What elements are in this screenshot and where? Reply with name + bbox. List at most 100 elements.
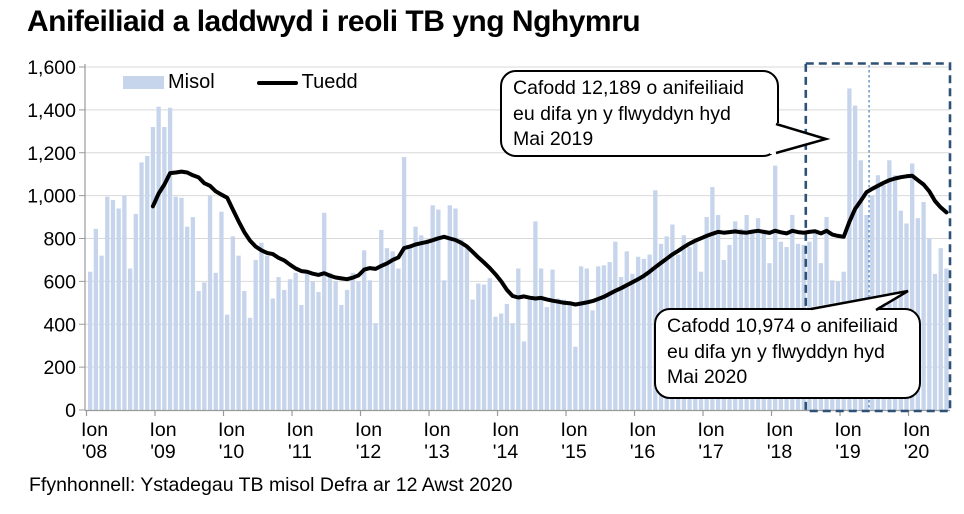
- bar: [299, 304, 304, 410]
- bar: [270, 298, 275, 410]
- bar: [333, 281, 338, 410]
- bar: [99, 255, 104, 410]
- x-axis-label: Ion '12: [355, 419, 382, 463]
- bar: [367, 280, 373, 410]
- bar: [190, 217, 196, 410]
- bar: [607, 262, 612, 410]
- y-axis-label: 1,400: [27, 100, 76, 122]
- bar: [219, 211, 224, 410]
- bar: [567, 301, 572, 410]
- bar: [339, 304, 344, 410]
- x-axis-label: Ion '17: [697, 419, 724, 463]
- bar: [858, 160, 863, 410]
- bar: [453, 208, 458, 410]
- bar: [373, 323, 378, 410]
- bar: [230, 236, 236, 410]
- bar: [110, 199, 116, 410]
- bar: [424, 239, 430, 410]
- bar: [93, 228, 99, 410]
- bar: [316, 292, 321, 410]
- bar: [384, 248, 390, 410]
- bar: [276, 277, 281, 410]
- bar: [852, 105, 858, 411]
- bar: [419, 235, 424, 410]
- y-axis-label: 400: [43, 314, 76, 336]
- bar: [556, 298, 561, 410]
- bar: [310, 281, 315, 410]
- bar: [122, 195, 127, 410]
- bar: [887, 160, 892, 410]
- bar: [350, 272, 355, 410]
- legend-line-swatch: [256, 80, 298, 85]
- callout-2019-tail: [770, 122, 831, 155]
- bar: [259, 242, 264, 410]
- bar: [544, 307, 549, 410]
- bar: [88, 271, 93, 410]
- bar: [179, 197, 184, 410]
- bar: [710, 187, 715, 410]
- bar: [362, 250, 367, 410]
- x-axis-label: Ion '08: [81, 419, 108, 463]
- bar: [344, 289, 350, 410]
- bar: [407, 244, 412, 410]
- bar: [447, 205, 452, 410]
- bar: [139, 162, 144, 410]
- bar: [921, 202, 926, 410]
- x-axis-label: Ion '11: [286, 419, 313, 463]
- chart-legend: Misol Tuedd: [123, 71, 400, 94]
- bar: [253, 259, 258, 410]
- bar: [561, 299, 567, 410]
- bar: [578, 266, 584, 410]
- x-axis-label: Ion '15: [560, 419, 587, 463]
- bar: [401, 157, 407, 410]
- bar: [202, 282, 207, 410]
- bar: [247, 317, 253, 410]
- bar: [464, 248, 470, 410]
- bar: [225, 314, 230, 410]
- bar: [282, 289, 287, 410]
- bar: [413, 226, 418, 410]
- bar: [105, 196, 110, 410]
- bar: [601, 265, 607, 410]
- bar: [647, 254, 652, 410]
- bar: [470, 299, 475, 410]
- bar: [573, 346, 578, 410]
- bar: [436, 209, 441, 410]
- bar: [145, 155, 150, 410]
- bar: [630, 273, 635, 410]
- bar: [504, 303, 510, 410]
- x-axis-label: Ion '14: [492, 419, 519, 463]
- bar: [493, 316, 498, 410]
- bar: [938, 248, 943, 410]
- bar: [932, 273, 938, 410]
- bar: [487, 278, 492, 410]
- bar: [173, 196, 178, 410]
- bar: [636, 256, 641, 410]
- bar: [236, 255, 241, 410]
- bar: [213, 272, 218, 410]
- bar: [476, 283, 481, 410]
- bar: [430, 205, 435, 410]
- bar: [162, 127, 167, 411]
- y-axis-label: 1,600: [27, 57, 76, 79]
- bar: [927, 238, 932, 410]
- bar: [590, 310, 595, 410]
- bar: [441, 280, 447, 410]
- bar: [944, 268, 949, 410]
- bar: [293, 272, 298, 410]
- bar: [613, 241, 618, 410]
- bar: [533, 221, 538, 410]
- bar: [185, 226, 190, 410]
- bar: [116, 208, 121, 410]
- x-axis-label: Ion '16: [629, 419, 656, 463]
- callout-2019: Cafodd 12,189 o anifeiliaid eu difa yn y…: [500, 70, 779, 157]
- bar: [847, 88, 852, 410]
- bar: [773, 165, 778, 410]
- bar: [459, 239, 464, 410]
- bar: [875, 175, 881, 410]
- y-axis-label: 1,200: [27, 143, 76, 165]
- bar: [510, 323, 515, 410]
- bar: [516, 268, 521, 410]
- bar: [481, 284, 487, 410]
- bar: [624, 251, 629, 410]
